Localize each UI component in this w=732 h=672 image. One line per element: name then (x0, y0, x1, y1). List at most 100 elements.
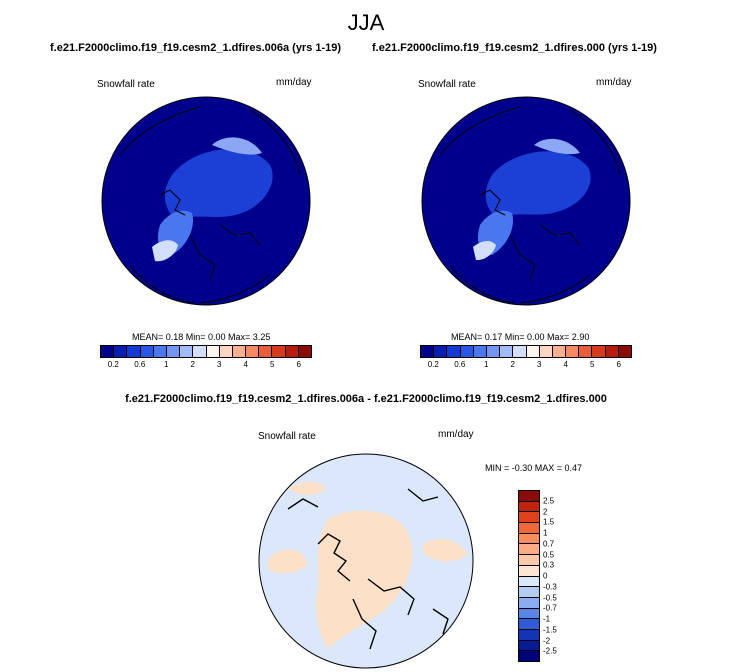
panel-b-colorbar-tick-label: 3 (537, 360, 542, 369)
panel-a-colorbar-cells (100, 345, 312, 358)
panel-b-colorbar-tick-label: 0.2 (427, 360, 439, 369)
diff-panel-colorbar-tick-label: 0 (543, 571, 548, 581)
panel-a-coastlines (119, 106, 301, 304)
diff-panel-colorbar-tick-label: 1 (543, 528, 548, 538)
panel-a-colorbar-tick-label: 4 (243, 360, 248, 369)
diff-panel-positive-region-west (268, 549, 308, 574)
panel-a-colorbar-cell (140, 346, 154, 357)
figure-title: JJA (347, 10, 385, 35)
diff-panel-colorbar-cell (519, 533, 539, 545)
panel-a-inner-coastlines (159, 189, 261, 281)
panel-a-colorbar-cell (193, 346, 207, 357)
diff-panel-positive-region-north (288, 481, 326, 495)
panel-b-colorbar-cell (618, 346, 631, 357)
diff-panel-colorbar-cells (518, 490, 540, 662)
diff-panel-stats: MIN = -0.30 MAX = 0.47 (485, 463, 583, 473)
diff-panel-colorbar-cell (519, 544, 539, 556)
diff-panel-positive-region-east (423, 538, 468, 562)
panel-b-colorbar-cells (420, 345, 632, 358)
panel-b-inner-coastlines (479, 189, 581, 281)
diff-panel-colorbar-cell (519, 565, 539, 577)
panel-a-ice-edge (212, 137, 262, 155)
panel-a-colorbar-tick-label: 3 (217, 360, 222, 369)
panel-a-colorbar-cell (114, 346, 128, 357)
panel-b-colorbar-cell (447, 346, 461, 357)
diff-panel-variable-label: Snowfall rate (258, 431, 316, 442)
diff-panel-colorbar (518, 490, 540, 662)
panel-a-colorbar: 0.2 0.6 1 2 3 4 5 6 (100, 345, 312, 371)
panel-b-colorbar-ticks: 0.2 0.6 1 2 3 4 5 6 (420, 358, 632, 370)
panel-a-colorbar-cell (101, 346, 115, 357)
panel-b-polar-map (421, 96, 631, 306)
diff-panel-colorbar-cell (519, 501, 539, 513)
panel-b-arctic-snow-region (485, 151, 591, 218)
panel-b-colorbar-cell (579, 346, 593, 357)
panel-b-colorbar-cell (526, 346, 540, 357)
diff-panel-colorbar-tick-label: -1 (543, 614, 551, 624)
panel-b-colorbar-tick-label: 5 (590, 360, 595, 369)
panel-a-colorbar-cell (166, 346, 181, 357)
diff-panel-colorbar-cell (519, 587, 539, 598)
panel-b-colorbar-cell (552, 346, 567, 357)
panel-a-colorbar-tick-label: 0.2 (107, 360, 119, 369)
panel-a-units-label: mm/day (276, 77, 312, 88)
panel-a-title: f.e21.F2000climo.f19_f19.cesm2_1.dfires.… (50, 42, 342, 54)
diff-panel-colorbar-tick-label: 0.3 (543, 560, 555, 570)
panel-b-colorbar-cell (473, 346, 487, 357)
panel-b-colorbar-tick-label: 4 (563, 360, 568, 369)
panel-a-colorbar-tick-label: 1 (164, 360, 169, 369)
panel-a-colorbar-cell (127, 346, 141, 357)
panel-a-variable-label: Snowfall rate (97, 79, 155, 90)
diff-panel-colorbar-cell (519, 651, 539, 661)
panel-a-colorbar-tick-label: 6 (296, 360, 301, 369)
panel-a-map-border (101, 96, 311, 306)
diff-panel-colorbar-ticks: 2.5 2 1.5 1 0.7 0.5 0.3 0 -0.3 -0.5 -0.7 -1 -1.5 -2 -2… (543, 490, 573, 662)
diff-panel-colorbar-cell (519, 597, 539, 609)
panel-b-colorbar-cell (513, 346, 527, 357)
panel-b-colorbar-cell (486, 346, 501, 357)
diff-panel-colorbar-cell (519, 629, 539, 641)
diff-panel-colorbar-tick-label: 1.5 (543, 517, 555, 527)
diff-panel-colorbar-tick-label: -0.5 (543, 593, 557, 602)
diff-panel-colorbar-tick-label: -2 (543, 636, 551, 645)
panel-b-colorbar-cell (539, 346, 553, 357)
diff-panel-map-border (258, 453, 474, 669)
diff-panel-colorbar-tick-label: -1.5 (543, 625, 557, 635)
diff-panel-colorbar-tick-label: 0.7 (543, 539, 555, 549)
diff-panel-positive-region-central (316, 510, 413, 649)
panel-b-colorbar-cell (592, 346, 606, 357)
panel-b-stats: MEAN= 0.17 Min= 0.00 Max= 2.90 (451, 332, 590, 342)
panel-b-colorbar-cell (434, 346, 448, 357)
panel-b-colorbar: 0.2 0.6 1 2 3 4 5 6 (420, 345, 632, 371)
panel-a-colorbar-tick-label: 5 (270, 360, 275, 369)
diff-panel-colorbar-cell (519, 640, 539, 652)
panel-a-colorbar-ticks: 0.2 0.6 1 2 3 4 5 6 (100, 358, 312, 370)
panel-b-colorbar-cell (421, 346, 435, 357)
panel-b-colorbar-tick-label: 6 (616, 360, 621, 369)
panel-b-colorbar-tick-label: 1 (484, 360, 489, 369)
panel-a-colorbar-cell (272, 346, 286, 357)
diff-panel-colorbar-cell (519, 512, 539, 524)
panel-a-colorbar-cell (232, 346, 247, 357)
diff-panel-units-label: mm/day (438, 429, 474, 440)
panel-a-colorbar-cell (285, 346, 299, 357)
panel-b-colorbar-cell (500, 346, 514, 357)
diff-panel-colorbar-cell (519, 576, 539, 588)
panel-b-colorbar-cell (605, 346, 619, 357)
diff-panel-polar-map (258, 453, 474, 669)
panel-a-colorbar-cell (219, 346, 233, 357)
panel-a-colorbar-cell (153, 346, 167, 357)
diff-panel-colorbar-tick-label: 2 (543, 507, 548, 516)
diff-panel-colorbar-cell (519, 523, 539, 534)
diff-panel-colorbar-tick-label: 0.5 (543, 550, 555, 559)
panel-a-colorbar-cell (259, 346, 273, 357)
panel-a-colorbar-tick-label: 2 (190, 360, 195, 369)
panel-b-coastlines (439, 106, 621, 304)
panel-a-colorbar-cell (246, 346, 260, 357)
panel-b-colorbar-tick-label: 2 (510, 360, 515, 369)
panel-a-polar-map (101, 96, 311, 306)
panel-a-colorbar-cell (298, 346, 311, 357)
diff-panel-colorbar-cell (519, 619, 539, 630)
diff-panel-colorbar-cell (519, 555, 539, 566)
panel-a-greenland-peak (152, 240, 178, 262)
